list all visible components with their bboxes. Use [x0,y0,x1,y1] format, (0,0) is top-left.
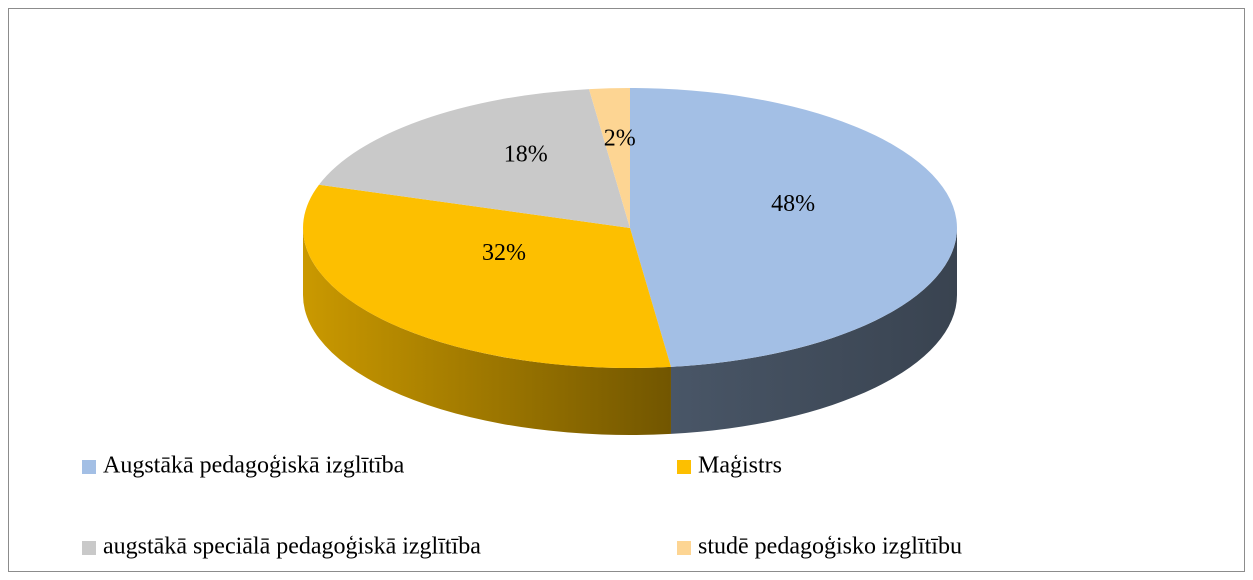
data-label: 18% [504,142,548,168]
legend-label: Maģistrs [698,453,782,479]
legend-swatch [82,460,96,474]
legend-swatch [677,460,691,474]
legend-label: Augstākā pedagoģiskā izglītība [103,453,405,479]
data-label: 32% [482,240,526,266]
pie-side [670,228,957,434]
data-label: 2% [604,126,636,152]
legend-label: studē pedagoģisko izglītību [698,534,962,560]
pie-slice [319,89,630,228]
pie-slice [303,184,671,368]
pie-slice [589,88,630,228]
data-label: 48% [771,191,815,217]
legend-swatch [677,541,691,555]
legend-label: augstākā speciālā pedagoģiskā izglītība [103,534,481,560]
pie-side [303,228,671,435]
pie-slice [630,88,957,367]
legend-swatch [82,541,96,555]
